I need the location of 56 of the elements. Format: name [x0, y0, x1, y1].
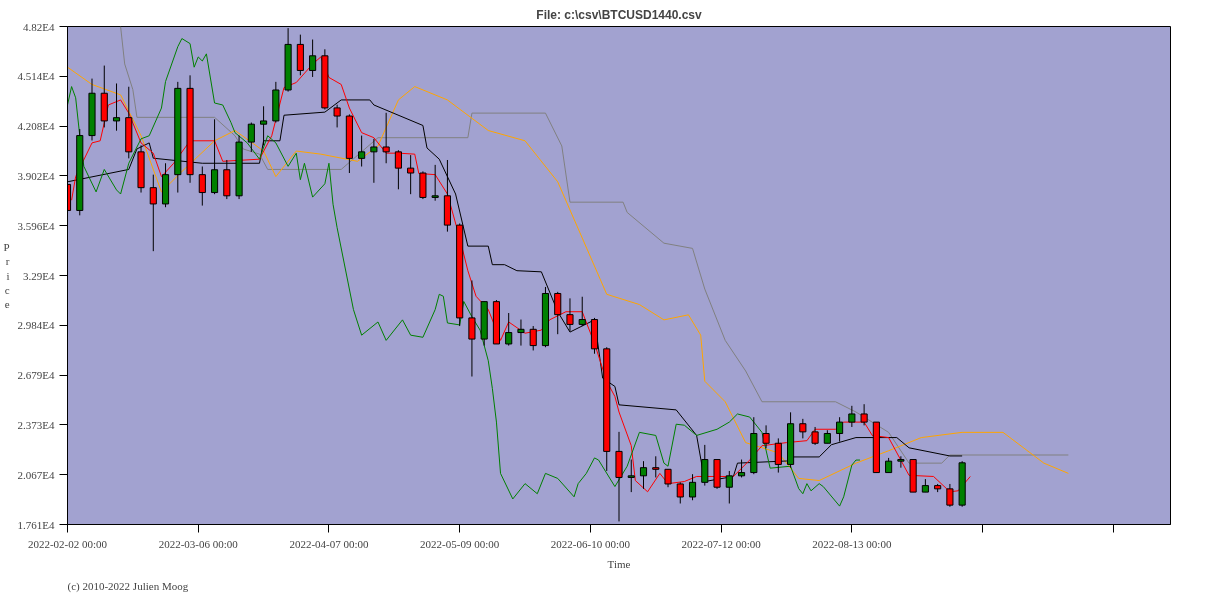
- candlestick: [382, 112, 390, 164]
- candlestick: [554, 291, 562, 335]
- y-tick-label: 3.29E4: [23, 269, 55, 282]
- x-axis-title: Time: [607, 557, 631, 570]
- candlestick: [260, 105, 268, 146]
- candlestick: [517, 319, 525, 347]
- line-series: [120, 26, 1069, 464]
- candlestick: [762, 424, 770, 449]
- candlestick: [860, 403, 868, 426]
- candlestick: [309, 39, 317, 78]
- candlestick: [566, 297, 574, 332]
- candlestick: [211, 118, 219, 195]
- chart-title: File: c:\csv\BTCUSD1440.csv: [536, 7, 703, 22]
- candlestick: [431, 164, 439, 202]
- x-tick-label: 2022-03-06 00:00: [158, 537, 239, 550]
- x-tick-label: 2022-06-10 00:00: [550, 537, 631, 550]
- candlestick: [468, 279, 476, 378]
- x-tick-label: 2022-08-13 00:00: [812, 537, 892, 550]
- text: (c) 2010-2022 Julien Moog: [67, 579, 189, 593]
- candlestick: [198, 166, 206, 207]
- candlestick: [774, 437, 782, 474]
- candlestick: [247, 122, 255, 153]
- y-tick-label: 3.596E4: [17, 219, 55, 232]
- candlestick: [848, 405, 856, 428]
- y-tick-label: 2.679E4: [17, 369, 55, 382]
- y-tick-label: 4.82E4: [23, 20, 55, 33]
- candlestick: [688, 473, 697, 501]
- y-tick-label: 2.984E4: [17, 319, 55, 332]
- x-tick-label: 2022-05-09 00:00: [420, 537, 500, 550]
- candlestick: [358, 135, 366, 168]
- candlestick: [394, 149, 402, 190]
- candlestick: [529, 325, 537, 351]
- candlestick: [627, 459, 635, 493]
- line-series: [67, 38, 861, 507]
- candlestick: [897, 455, 905, 469]
- candlestick: [149, 174, 157, 252]
- y-tick-label: 4.514E4: [17, 70, 55, 83]
- y-tick-label: 2.067E4: [17, 468, 55, 481]
- candlestick: [639, 460, 648, 490]
- y-tick-label: 3.902E4: [17, 169, 55, 182]
- y-tick-label: 1.761E4: [17, 518, 55, 531]
- x-tick-label: 2022-02-02 00:00: [27, 537, 108, 550]
- x-tick-label: 2022-07-12 00:00: [681, 537, 762, 550]
- candlestick: [112, 82, 121, 132]
- candlestick: [836, 416, 844, 443]
- candlestick: [370, 138, 378, 184]
- candlestick: [333, 104, 341, 128]
- y-tick-label: 2.373E4: [17, 418, 55, 431]
- candlestick: [505, 312, 513, 347]
- candlestick: [799, 418, 807, 439]
- candlestick: [578, 296, 586, 327]
- x-tick-label: 2022-04-07 00:00: [289, 537, 370, 550]
- y-axis-title: Price: [3, 240, 10, 311]
- candlestick: [407, 154, 415, 195]
- y-tick-label: 4.208E4: [17, 120, 55, 133]
- candlestick: [652, 455, 660, 478]
